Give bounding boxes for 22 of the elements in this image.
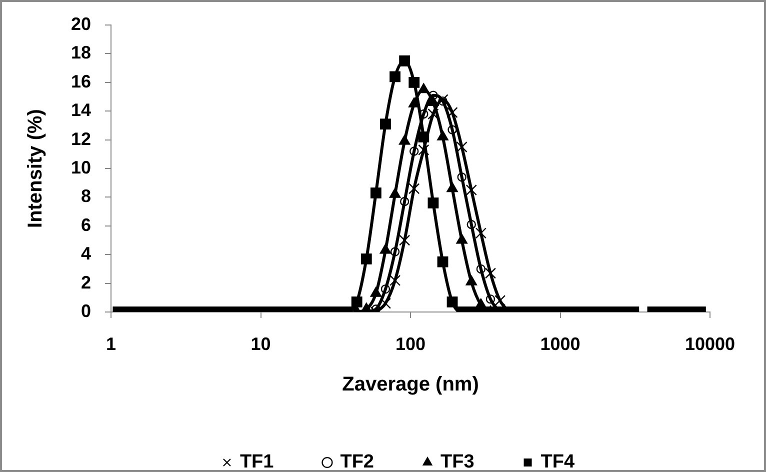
legend-label: TF3 <box>440 452 474 472</box>
x-tick-label: 1 <box>106 334 116 354</box>
y-tick-label: 12 <box>70 128 91 149</box>
legend-label: TF4 <box>540 452 575 472</box>
x-axis-title: Zaverage (nm) <box>342 374 479 396</box>
x-tick-label: 10 <box>250 334 271 354</box>
legend-label: TF2 <box>340 452 374 472</box>
x-tick-label: 1000 <box>540 334 580 354</box>
y-tick-label: 10 <box>70 157 91 178</box>
y-tick-label: 6 <box>80 214 91 235</box>
y-tick-label: 16 <box>70 71 91 92</box>
y-tick-label: 4 <box>80 244 91 264</box>
y-tick-label: 0 <box>80 300 91 321</box>
y-tick-label: 14 <box>70 100 91 120</box>
y-tick-label: 2 <box>80 272 91 292</box>
y-tick-label: 20 <box>70 14 91 34</box>
y-tick-label: 8 <box>80 186 91 206</box>
legend-label: TF1 <box>240 452 274 472</box>
x-tick-label: 100 <box>395 334 426 354</box>
x-tick-label: 10000 <box>684 334 736 354</box>
y-tick-label: 18 <box>70 42 91 63</box>
y-axis-title: Intensity (%) <box>24 109 47 228</box>
